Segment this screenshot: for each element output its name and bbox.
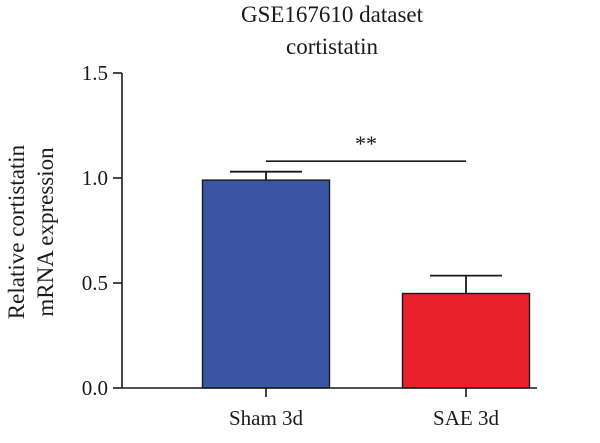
y-axis: 0.0 0.5 1.0 1.5 — [82, 61, 123, 400]
chart-title-line-1: GSE167610 dataset — [241, 2, 424, 27]
bar-sham-3d — [201, 179, 331, 389]
y-axis-label-line-2: mRNA expression — [33, 147, 58, 317]
chart-title: GSE167610 dataset cortistatin — [241, 2, 424, 59]
y-tick-label: 0.5 — [82, 271, 108, 295]
y-axis-label-line-1: Relative cortistatin — [4, 144, 29, 319]
y-tick-label: 1.0 — [82, 166, 108, 190]
error-bars — [230, 170, 502, 294]
x-axis: Sham 3d SAE 3d — [122, 387, 537, 430]
y-axis-label: Relative cortistatin mRNA expression — [4, 144, 58, 319]
chart-title-line-2: cortistatin — [286, 34, 378, 59]
x-tick-label: Sham 3d — [229, 406, 304, 430]
significance-annotation: ** — [266, 131, 466, 162]
bar-sae-3d — [401, 292, 531, 389]
bars — [201, 179, 531, 389]
y-tick-label: 0.0 — [82, 376, 108, 400]
significance-label: ** — [355, 131, 377, 156]
x-tick-label: SAE 3d — [433, 406, 499, 430]
y-tick-label: 1.5 — [82, 61, 108, 85]
